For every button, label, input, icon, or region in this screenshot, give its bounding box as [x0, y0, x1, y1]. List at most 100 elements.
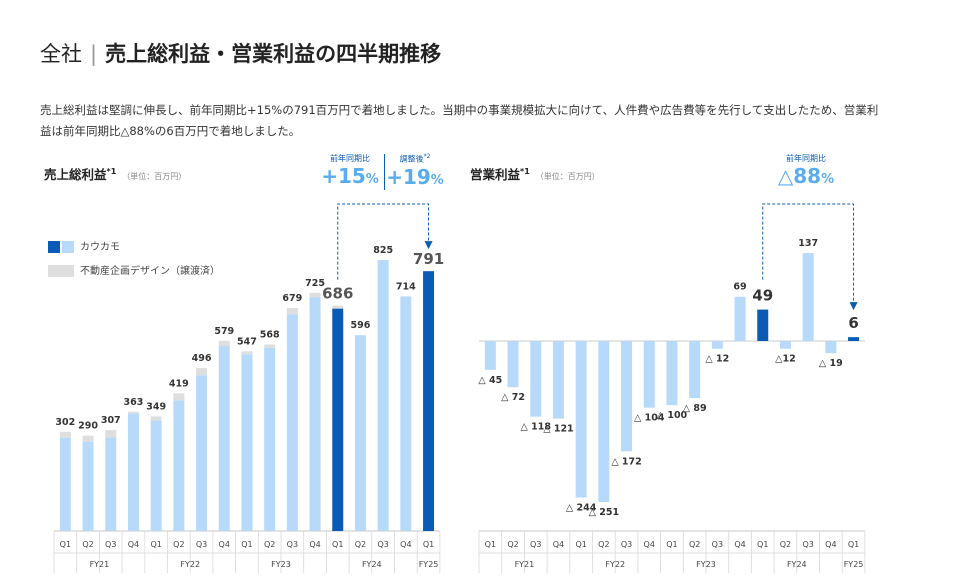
gp-data-label: 349 — [146, 401, 166, 412]
title-scope: 全社 — [40, 42, 82, 66]
gp-bar-kawkamo — [286, 314, 298, 531]
gross-profit-yoy-label: 前年同期比 — [330, 154, 370, 163]
op-data-label: 6 — [848, 314, 858, 332]
op-bar — [621, 341, 633, 452]
op-bar — [598, 341, 610, 502]
page-title: 全社 | 売上総利益・営業利益の四半期推移 — [40, 38, 441, 68]
op-data-label: △ 12 — [705, 354, 729, 365]
op-quarter-label: Q2 — [780, 540, 791, 549]
gp-bar-realestate — [332, 305, 344, 309]
op-fy-label: FY24 — [787, 560, 807, 569]
gp-data-label: 725 — [305, 278, 325, 289]
yoy-divider — [384, 154, 385, 190]
gp-quarter-label: Q2 — [82, 540, 93, 549]
gp-data-label: 496 — [192, 353, 212, 364]
operating-profit-unit: （単位：百万円） — [535, 172, 600, 181]
title-separator: | — [90, 42, 98, 66]
gp-bar-kawkamo — [400, 296, 412, 531]
gp-bar-kawkamo — [354, 335, 366, 531]
operating-profit-yoy-pct: % — [821, 172, 835, 187]
gp-bar-realestate — [286, 307, 298, 315]
gp-data-label: 307 — [101, 415, 121, 426]
op-bar — [507, 341, 519, 388]
adjusted-yoy-pct: % — [430, 172, 444, 188]
gross-profit-footnote: *1 — [106, 166, 117, 176]
gp-bar-kawkamo — [150, 420, 162, 531]
op-bar — [734, 296, 746, 341]
gross-profit-chart: Q1 Q2 Q3 Q4 Q1 Q2 Q3 Q4 Q1 Q2 Q3 Q4 Q1 Q2 Q3 Q4 Q1 FY21 FY… — [53, 203, 444, 573]
op-data-label: △ 104 — [634, 413, 665, 424]
gross-profit-adjusted-yoy: 調整後*2 +19% — [386, 153, 444, 193]
op-quarter-label: Q1 — [757, 540, 768, 549]
gp-bar-realestate — [264, 344, 276, 348]
gp-quarter-label: Q3 — [196, 540, 207, 549]
op-bar — [848, 337, 860, 341]
gp-bar-kawkamo — [241, 354, 253, 531]
gp-bar-kawkamo — [82, 441, 94, 531]
gp-data-label: 302 — [55, 417, 75, 428]
gp-bar-kawkamo — [59, 437, 71, 531]
adjusted-yoy-value: +19 — [386, 164, 431, 189]
op-data-label: △12 — [775, 354, 796, 365]
op-data-label: △ 45 — [478, 375, 502, 386]
op-quarter-label: Q3 — [802, 540, 813, 549]
gp-quarter-label: Q1 — [150, 540, 161, 549]
gp-bar-realestate — [241, 351, 253, 355]
op-quarter-label: Q2 — [598, 540, 609, 549]
slide-card: 全社 | 売上総利益・営業利益の四半期推移 売上総利益は堅調に伸長し、前年同期比+1… — [40, 38, 879, 573]
op-bar — [666, 341, 678, 406]
adjusted-footnote: *2 — [423, 153, 431, 160]
op-quarter-label: Q4 — [553, 540, 564, 549]
gp-quarter-label: Q4 — [219, 540, 230, 549]
realestate-legend-swatch — [48, 265, 74, 277]
gp-bar-realestate — [196, 368, 208, 376]
gp-data-label: 825 — [373, 245, 393, 256]
op-data-label: △ 121 — [543, 424, 573, 435]
op-fy-label: FY21 — [515, 560, 535, 569]
gp-quarter-label: Q1 — [241, 540, 252, 549]
gp-quarter-label: Q1 — [332, 540, 343, 549]
op-quarter-label: Q4 — [644, 540, 655, 549]
summary-text: 売上総利益は堅調に伸長し、前年同期比+15%の791百万円で着地しました。当期中… — [40, 103, 879, 138]
gp-bar-kawkamo — [127, 413, 139, 531]
gp-bar-realestate — [82, 435, 94, 442]
gp-quarter-label: Q2 — [355, 540, 366, 549]
operating-profit-chart: Q1 Q2 Q3 Q4 Q1 Q2 Q3 Q4 Q1 Q2 Q3 Q4 Q1 Q2 Q3 Q4 Q1 FY21 FY… — [478, 203, 866, 573]
gp-comparison-arrow — [337, 203, 433, 280]
op-data-label: 69 — [733, 282, 746, 293]
op-data-label: 49 — [752, 287, 773, 305]
gp-bar-realestate — [218, 340, 230, 347]
gp-fy-label: FY21 — [90, 560, 110, 569]
op-fy-label: FY25 — [844, 560, 864, 569]
gross-profit-yoy-value: +15 — [321, 164, 366, 188]
op-quarter-label: Q3 — [530, 540, 541, 549]
gp-quarter-label: Q1 — [423, 540, 434, 549]
op-bar — [825, 341, 837, 354]
gp-bar-realestate — [127, 411, 139, 414]
gp-bar-kawkamo — [377, 260, 389, 531]
gross-profit-chart-title: 売上総利益*1 （単位：百万円） — [44, 164, 186, 183]
title-main: 売上総利益・営業利益の四半期推移 — [105, 42, 442, 66]
gp-quarter-label: Q4 — [128, 540, 139, 549]
gp-quarter-label: Q1 — [60, 540, 71, 549]
op-bar — [575, 341, 587, 498]
gp-data-label: 714 — [396, 281, 416, 292]
op-bar — [643, 341, 655, 408]
op-bar — [530, 341, 542, 417]
gross-profit-yoy: 前年同期比 +15% — [318, 153, 382, 192]
gp-bar-kawkamo — [423, 271, 435, 531]
gp-data-label: 596 — [351, 320, 371, 331]
legend-item-kawkamo: カウカモ — [48, 238, 120, 253]
op-quarter-label: Q1 — [485, 540, 496, 549]
gp-bar-realestate — [59, 431, 71, 438]
operating-profit-yoy-label: 前年同期比 — [786, 154, 826, 163]
op-fy-label: FY22 — [605, 560, 625, 569]
gp-bar-kawkamo — [105, 437, 117, 531]
legend-item-realestate: 不動産企画デザイン（譲渡済） — [48, 262, 220, 277]
op-quarter-label: Q1 — [575, 540, 586, 549]
operating-profit-yoy-value: △88 — [777, 164, 822, 188]
gp-data-label: 679 — [282, 293, 302, 304]
gp-data-label: 290 — [78, 421, 98, 432]
gp-quarter-label: Q3 — [377, 540, 388, 549]
op-data-label: △ 89 — [683, 403, 707, 414]
